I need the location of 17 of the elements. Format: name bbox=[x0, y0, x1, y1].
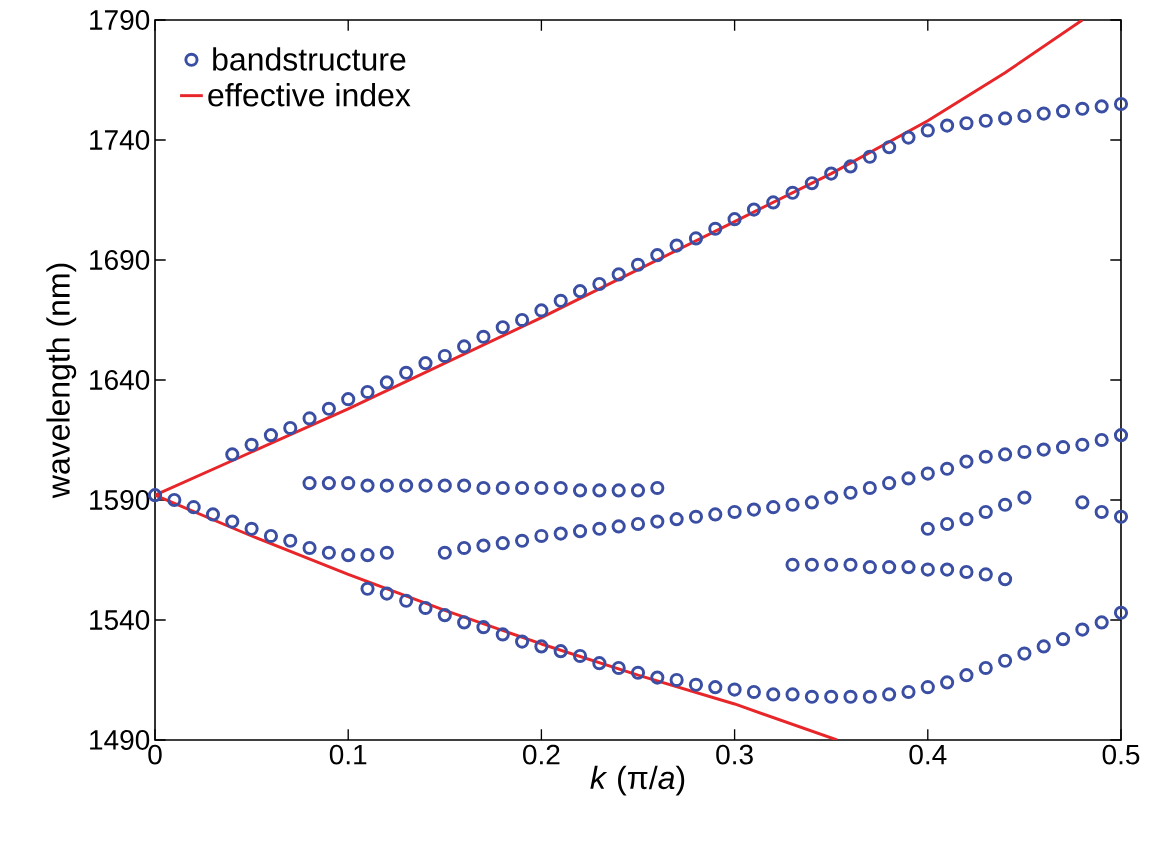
x-tick-label: 0.1 bbox=[329, 744, 367, 765]
legend-label: effective index bbox=[208, 83, 411, 107]
legend-label: bandstructure bbox=[213, 47, 406, 71]
y-tick-label: 1590 bbox=[90, 490, 150, 510]
y-tick-label: 1790 bbox=[90, 10, 150, 30]
y-axis-title: wavelength (nm) bbox=[46, 263, 77, 499]
x-tick-label: 0.2 bbox=[523, 744, 560, 765]
y-tick-label: 1740 bbox=[90, 130, 150, 150]
y-tick-label: 1540 bbox=[90, 610, 150, 630]
x-tick-label: 0 bbox=[148, 744, 162, 765]
y-tick-label: 1690 bbox=[90, 250, 150, 270]
x-tick-label: 0.3 bbox=[716, 744, 753, 765]
x-axis-title: k (π/a) bbox=[590, 765, 685, 796]
x-tick-label: 0.4 bbox=[909, 744, 947, 765]
y-tick-label: 1490 bbox=[90, 730, 150, 750]
x-tick-label: 0.5 bbox=[1102, 744, 1140, 765]
y-tick-label: 1640 bbox=[90, 370, 150, 390]
